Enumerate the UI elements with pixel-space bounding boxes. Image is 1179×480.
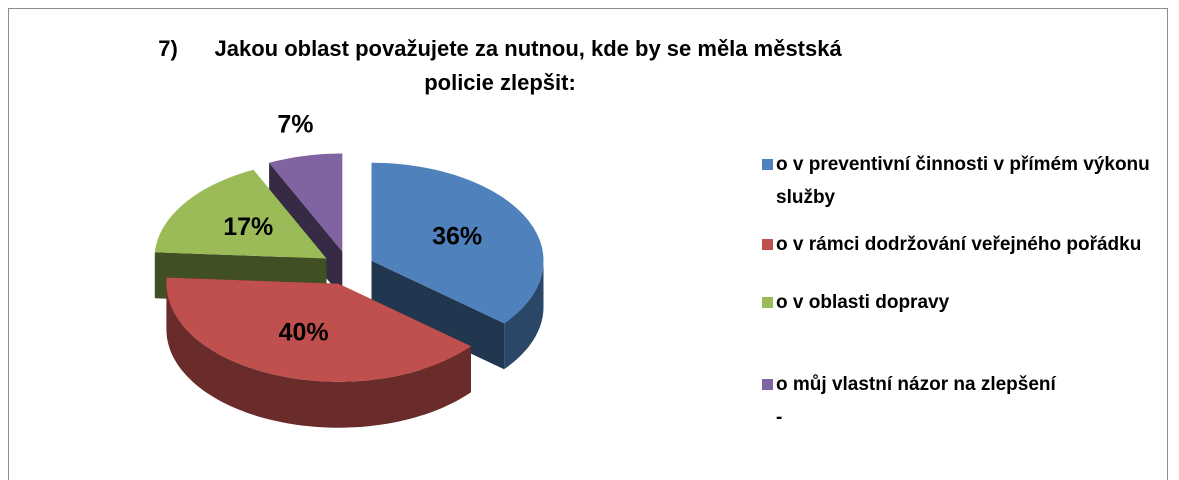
data-label: 7% <box>277 111 313 139</box>
slice-side <box>371 260 505 370</box>
legend-swatch <box>762 239 773 250</box>
legend-label: o v rámci dodržování veřejného pořádku <box>776 234 1142 255</box>
legend-item: o v rámci dodržování veřejného pořádku <box>762 228 1166 261</box>
slice <box>371 162 544 324</box>
data-label: 17% <box>223 213 273 241</box>
legend-swatch <box>762 297 773 308</box>
slice-wall <box>166 283 471 428</box>
legend-label: o v preventivní činnosti v přímém výkonu… <box>776 154 1150 208</box>
legend-swatch <box>762 379 773 390</box>
legend-item: o v preventivní činnosti v přímém výkonu… <box>762 148 1166 214</box>
frame <box>8 8 1168 480</box>
legend-label: o v oblasti dopravy <box>776 292 950 313</box>
chart-title: 7) Jakou oblast považujete za nutnou, kd… <box>158 36 848 95</box>
slice <box>269 153 343 252</box>
legend-item: o v oblasti dopravy <box>762 286 1166 319</box>
legend-label: o můj vlastní názor na zlepšení - <box>776 374 1056 428</box>
slice <box>166 277 471 382</box>
slice <box>154 169 327 259</box>
data-label: 36% <box>432 222 482 250</box>
legend-swatch <box>762 159 773 170</box>
legend-item: o můj vlastní názor na zlepšení - <box>762 368 1166 434</box>
data-label: 40% <box>279 318 329 346</box>
slice-wall <box>504 260 544 370</box>
